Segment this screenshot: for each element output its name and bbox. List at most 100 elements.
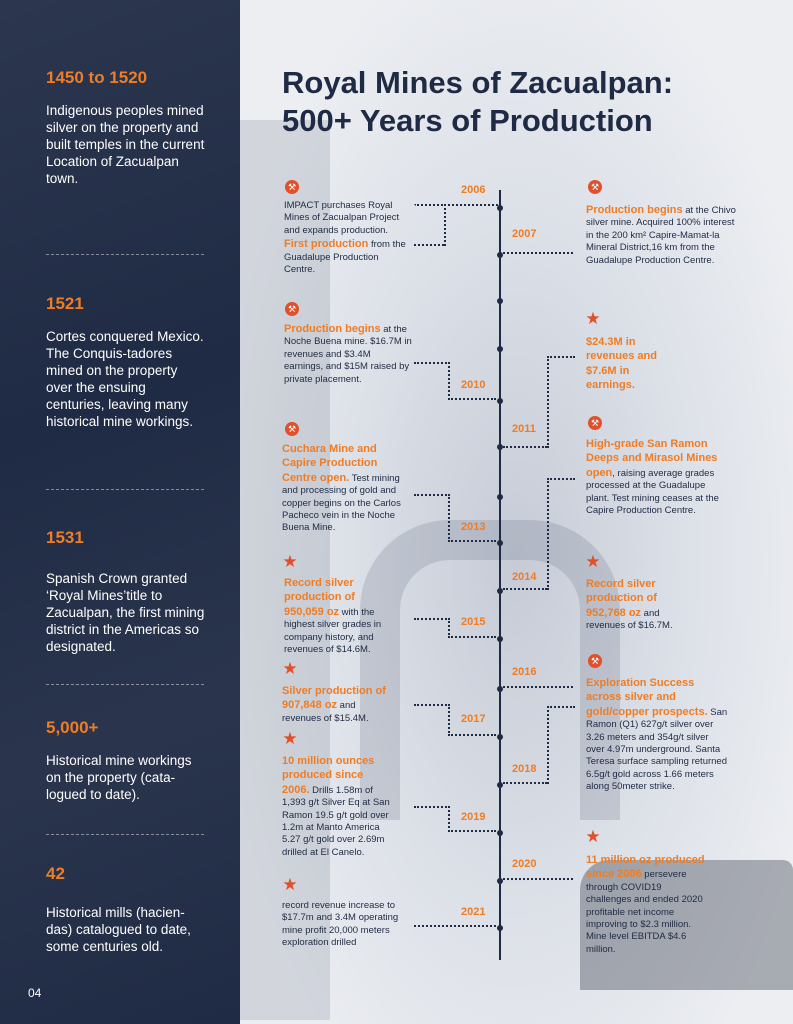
event-highlight: $24.3M in revenues and $7.6M in earnings… <box>586 336 657 392</box>
timeline-axis <box>499 190 501 960</box>
event-highlight: Record silver production of 950,059 oz <box>284 577 355 618</box>
year-label: 2019 <box>461 811 486 823</box>
connector <box>448 636 496 638</box>
connector <box>414 618 450 638</box>
axis-dot <box>497 734 503 740</box>
year-label: 2015 <box>461 616 486 628</box>
fact-title: 5,000+ <box>46 718 99 737</box>
divider <box>46 684 204 685</box>
event-text: Drills 1.58m of 1,393 g/t Silver Eq at S… <box>282 784 390 858</box>
axis-dot <box>497 252 503 258</box>
divider <box>46 254 204 255</box>
connector <box>503 686 573 688</box>
event-highlight: Production begins <box>284 323 381 335</box>
pickaxe-icon: ⚒ <box>588 180 602 194</box>
timeline-event: High-grade San Ramon Deeps and Mirasol M… <box>586 437 726 517</box>
axis-dot <box>497 540 503 546</box>
connector <box>503 782 547 784</box>
axis-dot <box>497 636 503 642</box>
year-label: 2006 <box>461 184 486 196</box>
connector <box>448 830 496 832</box>
background-photo-tower <box>240 120 330 1020</box>
title-line-1: Royal Mines of Zacualpan: <box>282 65 674 100</box>
event-highlight: Cuchara Mine and Capire Production Centr… <box>282 443 378 484</box>
page-number: 04 <box>28 986 42 1000</box>
connector <box>414 494 450 542</box>
sidebar-background-photo <box>0 0 240 1024</box>
year-label: 2011 <box>512 423 536 435</box>
fact-title: 1531 <box>46 528 84 547</box>
year-label: 2014 <box>512 571 537 583</box>
connector <box>448 734 496 736</box>
star-icon: ★ <box>282 875 298 894</box>
fact-title: 1450 to 1520 <box>46 68 148 87</box>
year-label: 2020 <box>512 858 537 870</box>
page-title: Royal Mines of Zacualpan: 500+ Years of … <box>282 64 673 140</box>
fact-text: Indigenous peoples mined silver on the p… <box>46 103 205 186</box>
event-highlight: First production <box>284 238 369 251</box>
axis-dot <box>497 398 503 404</box>
axis-dot <box>497 205 503 211</box>
timeline-panel: Royal Mines of Zacualpan: 500+ Years of … <box>240 0 793 1024</box>
year-label: 2017 <box>461 713 486 725</box>
connector <box>414 704 450 736</box>
connector <box>414 925 496 927</box>
connector <box>448 398 496 400</box>
connector <box>547 706 575 784</box>
axis-dot <box>497 925 503 931</box>
connector <box>448 540 496 542</box>
star-icon: ★ <box>282 659 298 678</box>
timeline-event: Record silver production of 952,768 oz a… <box>586 577 696 633</box>
star-icon: ★ <box>585 552 601 571</box>
sidebar-fact: 1531 Spanish Crown granted ‘Royal Mines’… <box>46 528 206 655</box>
year-label: 2007 <box>512 228 537 240</box>
axis-dot <box>497 686 503 692</box>
event-text: and revenues of $15.4M. <box>282 700 369 724</box>
fact-text: Historical mills (hacien-das) catalogued… <box>46 905 191 954</box>
connector <box>414 204 446 246</box>
year-label: 2021 <box>461 906 486 918</box>
fact-text: Spanish Crown granted ‘Royal Mines’title… <box>46 571 205 654</box>
timeline-event: Exploration Success across silver and go… <box>586 676 728 794</box>
axis-dot <box>497 830 503 836</box>
axis-dot <box>497 782 503 788</box>
sidebar-fact: 1521 Cortes conquered Mexico. The Conqui… <box>46 294 206 430</box>
timeline-event: Cuchara Mine and Capire Production Centr… <box>282 442 402 535</box>
event-highlight: Silver production of 907,848 oz <box>282 685 386 712</box>
pickaxe-icon: ⚒ <box>588 416 602 430</box>
connector <box>444 204 498 246</box>
connector <box>503 878 573 880</box>
event-text: with the highest silver grades in compan… <box>284 606 382 656</box>
timeline-event: Silver production of 907,848 oz and reve… <box>282 684 390 725</box>
fact-title: 42 <box>46 864 65 883</box>
fact-text: Historical mine workings on the property… <box>46 753 192 802</box>
year-label: 2018 <box>512 763 537 775</box>
star-icon: ★ <box>585 309 601 328</box>
event-text: Test mining and processing of gold and c… <box>282 472 401 534</box>
axis-dot <box>497 878 503 884</box>
star-icon: ★ <box>585 827 601 846</box>
background-photo-arch <box>360 520 620 820</box>
event-text: persevere through COVID19 challenges and… <box>586 869 703 955</box>
divider <box>46 834 204 835</box>
event-text: at the Noche Buena mine. $16.7M in reven… <box>284 324 412 385</box>
event-text: , raising average grades processed at th… <box>586 467 719 517</box>
sidebar-fact: 5,000+ Historical mine workings on the p… <box>46 718 206 803</box>
connector <box>547 356 575 448</box>
connector <box>503 588 547 590</box>
pickaxe-icon: ⚒ <box>285 180 299 194</box>
timeline-event: $24.3M in revenues and $7.6M in earnings… <box>586 335 666 393</box>
pickaxe-icon: ⚒ <box>285 422 299 436</box>
star-icon: ★ <box>282 729 298 748</box>
year-label: 2013 <box>461 521 486 533</box>
sidebar-fact: 1450 to 1520 Indigenous peoples mined si… <box>46 68 206 187</box>
event-text: from the Guadalupe Production Centre. <box>284 239 406 276</box>
event-text: San Ramon (Q1) 627g/t silver over 3.26 m… <box>586 706 728 793</box>
event-text: at the Chivo silver mine. Acquired 100% … <box>586 205 736 266</box>
timeline-event: Production begins at the Chivo silver mi… <box>586 203 736 267</box>
connector <box>503 446 547 448</box>
pickaxe-icon: ⚒ <box>285 302 299 316</box>
timeline-event: 10 million ounces produced since 2006. D… <box>282 754 390 859</box>
pickaxe-icon: ⚒ <box>588 654 602 668</box>
timeline-event: 11 million oz produced since 2006 persev… <box>586 853 708 956</box>
